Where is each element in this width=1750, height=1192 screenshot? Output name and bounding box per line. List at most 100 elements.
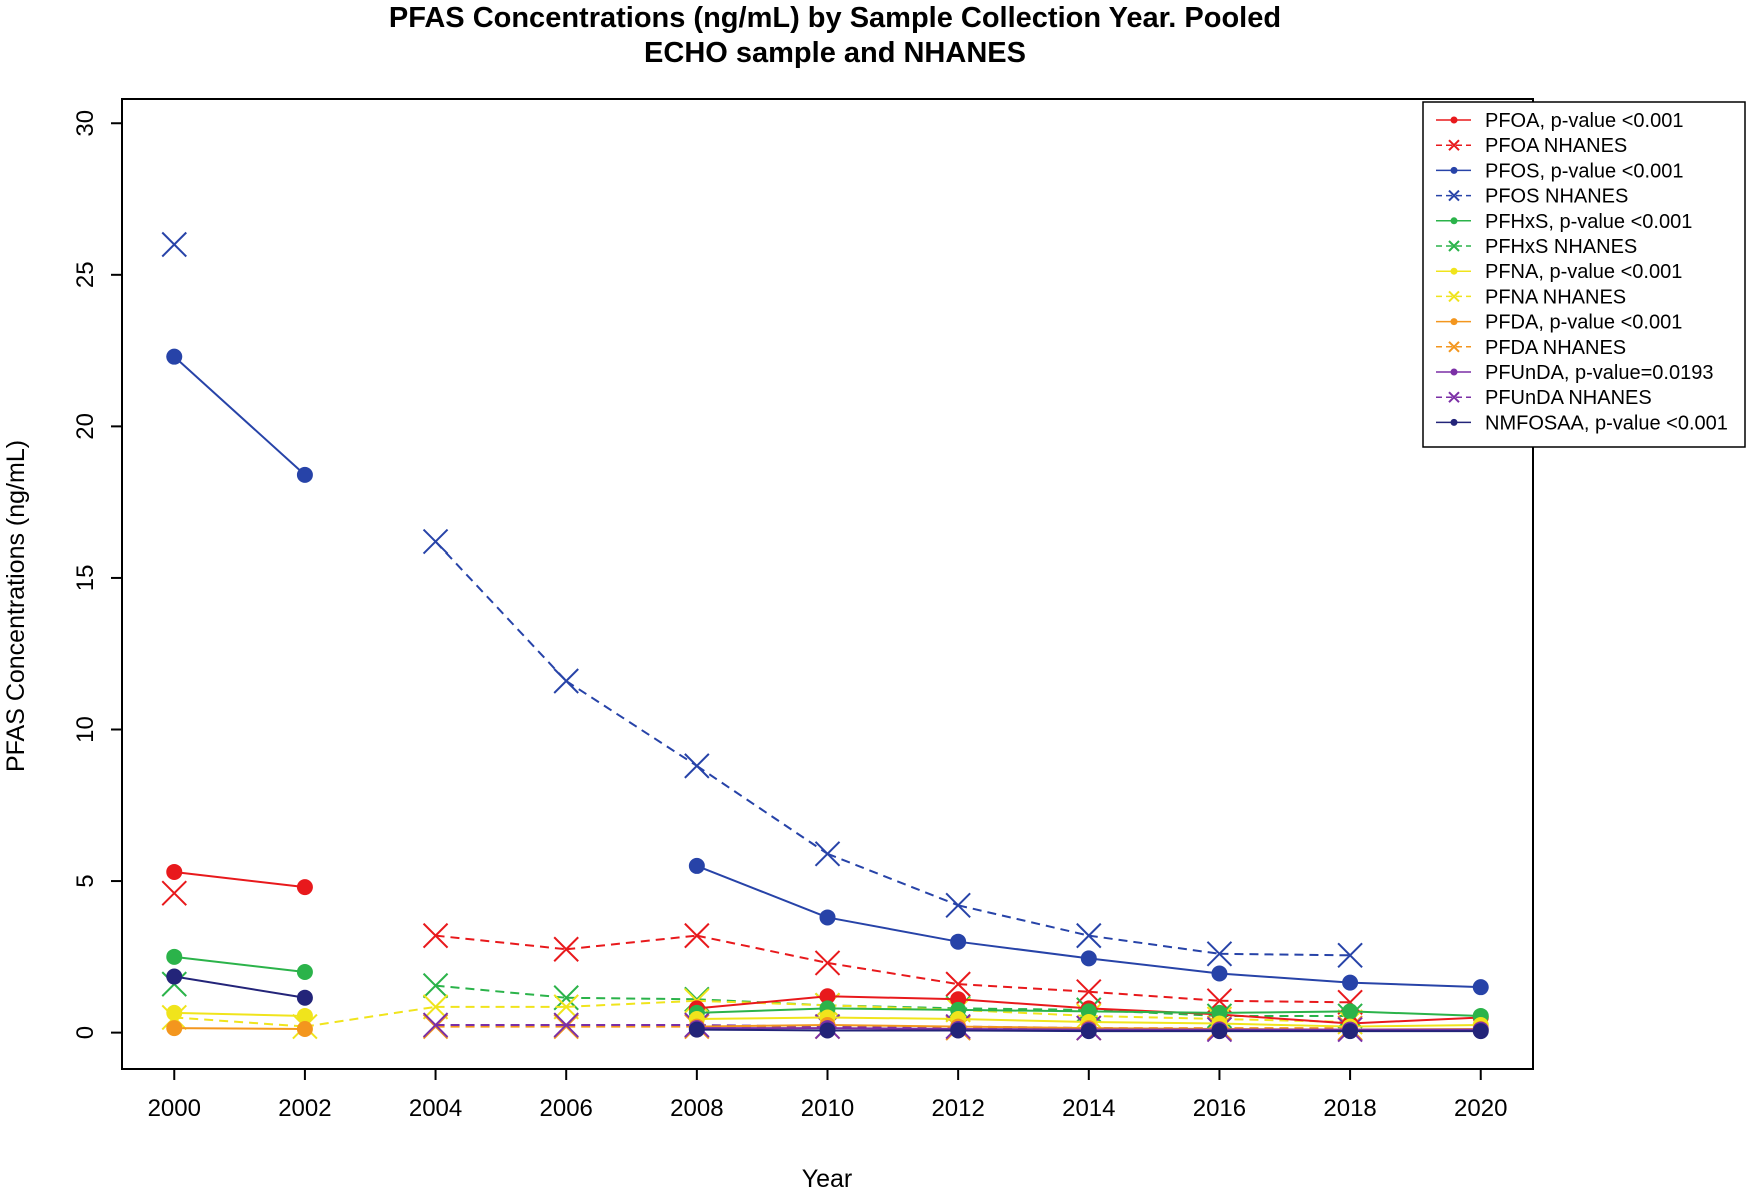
series-pfhxs-p-value-0-001-point <box>1342 1003 1359 1020</box>
series-pfos-p-value-0-001-segment <box>1219 972 1351 984</box>
x-tick-label: 2016 <box>1193 1095 1246 1122</box>
series-pfos-nhanes-point-stroke-b <box>1337 942 1363 969</box>
y-tick-label: 0 <box>72 1026 99 1039</box>
y-tick-label: 30 <box>72 110 99 137</box>
series-pfos-nhanes-segment <box>827 852 959 907</box>
series-pfoa-nhanes-segment <box>827 961 959 986</box>
legend-dot-marker <box>1450 217 1458 225</box>
series-pfna-p-value-0-001-point <box>166 1004 183 1021</box>
legend-entry-pfoa-p-value-0-001: PFOA, p-value <0.001 <box>1436 110 1683 132</box>
series-pfhxs-p-value-0-001-segment <box>827 1007 959 1011</box>
series-pfos-p-value-0-001-point <box>166 348 183 365</box>
legend-label: PFUnDA NHANES <box>1485 387 1652 409</box>
series-pfos-nhanes-segment <box>1088 934 1220 955</box>
series-nmfosaa-p-value-0-001-segment <box>696 1028 828 1032</box>
x-tick-label: 2010 <box>801 1095 854 1122</box>
series-pfos-nhanes-point <box>1337 942 1363 969</box>
series-pfna-nhanes-point <box>553 994 579 1020</box>
x-tick-label: 2012 <box>931 1095 984 1122</box>
series-pfos-p-value-0-001-segment <box>173 355 306 476</box>
x-tick-label: 2006 <box>540 1095 593 1122</box>
series-pfda-p-value-0-001-point <box>296 1020 313 1037</box>
series-pfos-nhanes-segment <box>434 540 567 682</box>
legend-x-marker <box>1448 189 1460 202</box>
series-pfna-p-value-0-001-segment <box>174 1011 305 1017</box>
series-pfhxs-nhanes-point-stroke-b <box>422 972 449 999</box>
series-pfos-nhanes-point <box>553 668 579 694</box>
legend: PFOA, p-value <0.001 PFOA NHANES PFOS, p-v… <box>1422 101 1746 448</box>
series-pfunda-p-value-0-0193-segment <box>827 1027 959 1030</box>
legend-entry-pfhxs-nhanes: PFHxS NHANES <box>1436 236 1637 258</box>
series-nmfosaa-p-value-0-001-point <box>166 968 183 985</box>
series-pfos-nhanes-segment <box>565 680 698 767</box>
legend-x-marker <box>1448 290 1460 303</box>
series-pfoa-p-value-0-001-segment <box>1350 1016 1481 1025</box>
series-pfna-p-value-0-001-segment <box>958 1017 1089 1024</box>
series-pfos-nhanes-point-stroke-b <box>422 528 449 555</box>
legend-x-marker <box>1448 139 1460 151</box>
series-pfos-p-value-0-001-point <box>688 857 705 874</box>
x-axis-label: Year <box>802 1165 853 1192</box>
legend-entry-pfda-nhanes: PFDA NHANES <box>1436 337 1626 359</box>
series-nmfosaa-p-value-0-001-point <box>819 1022 836 1039</box>
series-pfhxs-p-value-0-001-point <box>296 964 313 980</box>
legend-label: PFNA, p-value <0.001 <box>1485 261 1682 283</box>
series-pfoa-nhanes-point <box>1337 989 1363 1016</box>
series-pfna-p-value-0-001-point <box>296 1007 313 1024</box>
series-pfos-p-value-0-001-point <box>296 466 313 483</box>
series-pfhxs-p-value-0-001-segment <box>1219 1010 1351 1014</box>
series-pfda-p-value-0-001-segment <box>958 1025 1089 1030</box>
series-pfhxs-nhanes-point <box>422 972 449 999</box>
chart-title-line-2: ECHO sample and NHANES <box>644 37 1026 69</box>
legend-x-marker <box>1448 341 1460 353</box>
legend-x-marker-stroke-b <box>1448 290 1460 303</box>
series-pfos-p-value-0-001-segment <box>1350 981 1481 989</box>
series-pfna-nhanes <box>161 988 1363 1040</box>
series-pfda-nhanes-point <box>553 1013 579 1040</box>
legend-dot-marker <box>1450 368 1458 376</box>
series-pfhxs-nhanes-segment <box>435 984 567 999</box>
series-pfunda-p-value-0-0193-segment <box>958 1027 1089 1031</box>
series-pfhxs-p-value-0-001-segment <box>1350 1010 1481 1017</box>
series-pfoa-nhanes-point <box>945 971 971 997</box>
series-pfos-nhanes-point <box>1076 922 1102 949</box>
chart-title-line-1: PFAS Concentrations (ng/mL) by Sample Co… <box>389 2 1281 34</box>
y-tick-label: 5 <box>72 874 99 887</box>
legend-entry-pfna-p-value-0-001: PFNA, p-value <0.001 <box>1436 261 1682 283</box>
legend-label: PFOA NHANES <box>1485 135 1627 157</box>
series-pfda-p-value-0-001-segment <box>696 1024 828 1028</box>
series-pfos-p-value-0-001-point <box>819 909 836 926</box>
series-pfoa-p-value-0-001-point <box>166 863 183 880</box>
y-axis-label: PFAS Concentrations (ng/mL) <box>2 440 30 772</box>
legend-entry-nmfosaa-p-value-0-001: NMFOSAA, p-value <0.001 <box>1436 412 1728 434</box>
legend-label: PFDA NHANES <box>1485 337 1626 359</box>
legend-entry-pfoa-nhanes: PFOA NHANES <box>1436 135 1627 157</box>
series-pfhxs-nhanes-point-stroke-b <box>553 985 579 1011</box>
series-pfhxs-p-value-0-001-segment <box>1088 1010 1220 1014</box>
series-pfda-nhanes-point <box>422 1013 449 1040</box>
x-tick-label: 2014 <box>1062 1095 1115 1122</box>
series-nmfosaa-p-value-0-001-point <box>950 1022 967 1039</box>
series-pfoa-nhanes-segment <box>1219 999 1351 1004</box>
series-nmfosaa-p-value-0-001-segment <box>174 975 306 999</box>
series-pfna-nhanes-segment <box>304 1005 436 1028</box>
legend-dot-marker <box>1450 418 1458 426</box>
legend-label: PFOS NHANES <box>1485 186 1628 208</box>
legend-dot-marker <box>1450 166 1458 174</box>
series-pfoa-nhanes-point <box>814 950 841 976</box>
series-pfos-p-value-0-001-segment <box>1088 957 1220 975</box>
series-pfoa-nhanes-point-stroke-b <box>1076 978 1102 1005</box>
series-pfna-p-value-0-001-segment <box>696 1016 828 1020</box>
legend-entry-pfos-p-value-0-001: PFOS, p-value <0.001 <box>1436 160 1683 182</box>
series-nmfosaa-p-value-0-001-point <box>1211 1023 1228 1040</box>
legend-label: PFNA NHANES <box>1485 286 1626 308</box>
series-pfda-p-value-0-001-point <box>166 1020 183 1037</box>
series-pfoa-nhanes-segment <box>435 934 567 951</box>
series-pfos-nhanes-segment <box>957 904 1090 937</box>
series-pfoa-p-value-0-001-point <box>819 988 836 1005</box>
legend-entry-pfna-nhanes: PFNA NHANES <box>1436 286 1626 308</box>
legend-dot-marker <box>1450 318 1458 326</box>
series-pfoa-p-value-0-001-segment <box>827 995 959 1001</box>
x-tick-label: 2018 <box>1323 1095 1376 1122</box>
